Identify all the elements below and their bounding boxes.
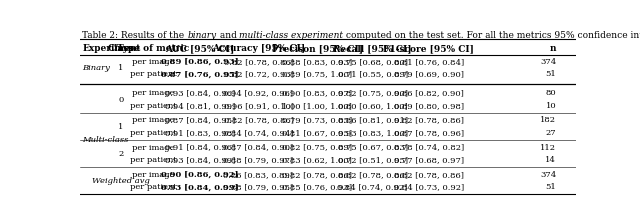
- Text: 0.88 [0.79, 0.95]: 0.88 [0.79, 0.95]: [223, 183, 294, 191]
- Text: 0.82 [0.78, 0.86]: 0.82 [0.78, 0.86]: [338, 171, 408, 179]
- Text: 0.81 [0.67, 0.95]: 0.81 [0.67, 0.95]: [282, 129, 352, 137]
- Text: 0.86 [0.81, 0.91]: 0.86 [0.81, 0.91]: [337, 116, 408, 124]
- Text: Precison [95% CI]: Precison [95% CI]: [271, 44, 363, 53]
- Text: binary: binary: [188, 31, 216, 40]
- Text: 0.79 [0.73, 0.85]: 0.79 [0.73, 0.85]: [282, 116, 352, 124]
- Text: 0.87 [0.78, 0.96]: 0.87 [0.78, 0.96]: [394, 129, 464, 137]
- Text: 0.89 [0.86, 0.93]: 0.89 [0.86, 0.93]: [161, 58, 239, 66]
- Text: 0.75 [0.67, 0.83]: 0.75 [0.67, 0.83]: [337, 144, 408, 152]
- Text: 0.87 [0.84, 0.95]: 0.87 [0.84, 0.95]: [165, 116, 236, 124]
- Text: 0.86 [0.82, 0.90]: 0.86 [0.82, 0.90]: [394, 89, 463, 97]
- Text: 1: 1: [118, 123, 124, 131]
- Text: 1: 1: [118, 64, 124, 72]
- Text: 0.84 [0.74, 0.92]: 0.84 [0.74, 0.92]: [337, 183, 408, 191]
- Text: per patient: per patient: [130, 156, 177, 164]
- Text: 1.00 [1.00, 1.00]: 1.00 [1.00, 1.00]: [282, 102, 352, 110]
- Text: Weighted avg: Weighted avg: [92, 177, 150, 185]
- Text: 0.82 [0.78, 0.86]: 0.82 [0.78, 0.86]: [223, 58, 294, 66]
- Text: Recall [95% CI]: Recall [95% CI]: [333, 44, 412, 53]
- Text: 80: 80: [545, 89, 556, 97]
- Text: 0.87 [0.84, 0.90]: 0.87 [0.84, 0.90]: [223, 144, 294, 152]
- Text: 2: 2: [118, 150, 124, 158]
- Text: 0.85 [0.76, 0.93]: 0.85 [0.76, 0.93]: [282, 183, 352, 191]
- Text: 0.82 [0.78, 0.86]: 0.82 [0.78, 0.86]: [394, 171, 464, 179]
- Text: per patient: per patient: [130, 129, 177, 137]
- Text: computed on the test set. For all the metrics 95% confidence interval is provide: computed on the test set. For all the me…: [343, 31, 640, 40]
- Text: 0.94 [0.81, 0.99]: 0.94 [0.81, 0.99]: [165, 102, 236, 110]
- Text: and: and: [216, 31, 239, 40]
- Text: 0.86 [0.83, 0.89]: 0.86 [0.83, 0.89]: [223, 171, 294, 179]
- Text: 0.80 [0.60, 1.00]: 0.80 [0.60, 1.00]: [338, 102, 408, 110]
- Text: 0.82 [0.75, 0.89]: 0.82 [0.75, 0.89]: [282, 144, 352, 152]
- Text: per image: per image: [132, 58, 175, 66]
- Text: 0.77 [0.68, 0.97]: 0.77 [0.68, 0.97]: [394, 156, 464, 164]
- Text: Class: Class: [108, 44, 134, 53]
- Text: 0.82 [0.78, 0.86]: 0.82 [0.78, 0.86]: [394, 116, 464, 124]
- Text: Binary: Binary: [83, 64, 110, 72]
- Text: 0.84 [0.74, 0.94]: 0.84 [0.74, 0.94]: [223, 129, 294, 137]
- Text: Experiment: Experiment: [83, 44, 141, 53]
- Text: 0.88 [0.79, 0.97]: 0.88 [0.79, 0.97]: [223, 156, 294, 164]
- Text: 0.90 [0.86, 0.92]: 0.90 [0.86, 0.92]: [161, 171, 239, 179]
- Text: Multi-class: Multi-class: [83, 136, 129, 144]
- Text: 0.83 [0.62, 1.00]: 0.83 [0.62, 1.00]: [282, 156, 352, 164]
- Text: Type of metric: Type of metric: [117, 44, 189, 53]
- Text: Table 2: Results of the: Table 2: Results of the: [83, 31, 188, 40]
- Text: per image: per image: [132, 144, 175, 152]
- Text: 374: 374: [540, 58, 556, 66]
- Text: per patient: per patient: [130, 70, 177, 78]
- Text: 0.93 [0.84, 0.96]: 0.93 [0.84, 0.96]: [165, 89, 235, 97]
- Text: 51: 51: [545, 183, 556, 191]
- Text: 0.72 [0.51, 0.95]: 0.72 [0.51, 0.95]: [337, 156, 408, 164]
- Text: 0.87 [0.76, 0.95]: 0.87 [0.76, 0.95]: [161, 70, 239, 78]
- Text: 182: 182: [540, 116, 556, 124]
- Text: 0.88 [0.83, 0.93]: 0.88 [0.83, 0.93]: [282, 58, 352, 66]
- Text: 0.93 [0.84, 0.99]: 0.93 [0.84, 0.99]: [165, 156, 236, 164]
- Text: Accuracy [95% CI]: Accuracy [95% CI]: [212, 44, 305, 53]
- Text: per image: per image: [132, 171, 175, 179]
- Text: 0.82 [0.75, 0.90]: 0.82 [0.75, 0.90]: [338, 89, 408, 97]
- Text: 0.79 [0.69, 0.90]: 0.79 [0.69, 0.90]: [394, 70, 464, 78]
- Text: 0.90 [0.83, 0.97]: 0.90 [0.83, 0.97]: [282, 89, 352, 97]
- Text: n: n: [550, 44, 556, 53]
- Text: 112: 112: [540, 144, 556, 152]
- Text: 0.82 [0.72, 0.93]: 0.82 [0.72, 0.93]: [223, 70, 294, 78]
- Text: 14: 14: [545, 156, 556, 164]
- Text: per image: per image: [132, 89, 175, 97]
- Text: F1-score [95% CI]: F1-score [95% CI]: [383, 44, 474, 53]
- Text: 0.96 [0.91, 0.10]: 0.96 [0.91, 0.10]: [223, 102, 294, 110]
- Text: 27: 27: [545, 129, 556, 137]
- Text: 0.84 [0.73, 0.92]: 0.84 [0.73, 0.92]: [394, 183, 464, 191]
- Text: 0.93 [0.83, 1.00]: 0.93 [0.83, 1.00]: [337, 129, 408, 137]
- Text: 0.82 [0.78, 0.86]: 0.82 [0.78, 0.86]: [282, 171, 352, 179]
- Text: 0.75 [0.68, 0.80]: 0.75 [0.68, 0.80]: [338, 58, 408, 66]
- Text: 0.91 [0.84, 0.96]: 0.91 [0.84, 0.96]: [165, 144, 235, 152]
- Text: 0.89 [0.75, 1.00]: 0.89 [0.75, 1.00]: [282, 70, 352, 78]
- Text: 0.89 [0.80, 0.98]: 0.89 [0.80, 0.98]: [394, 102, 464, 110]
- Text: 0.78 [0.74, 0.82]: 0.78 [0.74, 0.82]: [394, 144, 464, 152]
- Text: 0: 0: [118, 96, 124, 104]
- Text: 0.82 [0.78, 0.86]: 0.82 [0.78, 0.86]: [223, 116, 294, 124]
- Text: per patient: per patient: [130, 183, 177, 191]
- Text: per patient: per patient: [130, 102, 177, 110]
- Text: 0.91 [0.83, 0.98]: 0.91 [0.83, 0.98]: [165, 129, 235, 137]
- Text: 0.93 [0.84, 0.99]: 0.93 [0.84, 0.99]: [161, 183, 239, 191]
- Text: 0.81 [0.76, 0.84]: 0.81 [0.76, 0.84]: [394, 58, 464, 66]
- Text: per image: per image: [132, 116, 175, 124]
- Text: 51: 51: [545, 70, 556, 78]
- Text: 0.94 [0.92, 0.96]: 0.94 [0.92, 0.96]: [223, 89, 294, 97]
- Text: AUC [95% CI]: AUC [95% CI]: [165, 44, 235, 53]
- Text: 0.71 [0.55, 0.89]: 0.71 [0.55, 0.89]: [337, 70, 408, 78]
- Text: 10: 10: [545, 102, 556, 110]
- Text: 374: 374: [540, 171, 556, 179]
- Text: multi-class experiment: multi-class experiment: [239, 31, 343, 40]
